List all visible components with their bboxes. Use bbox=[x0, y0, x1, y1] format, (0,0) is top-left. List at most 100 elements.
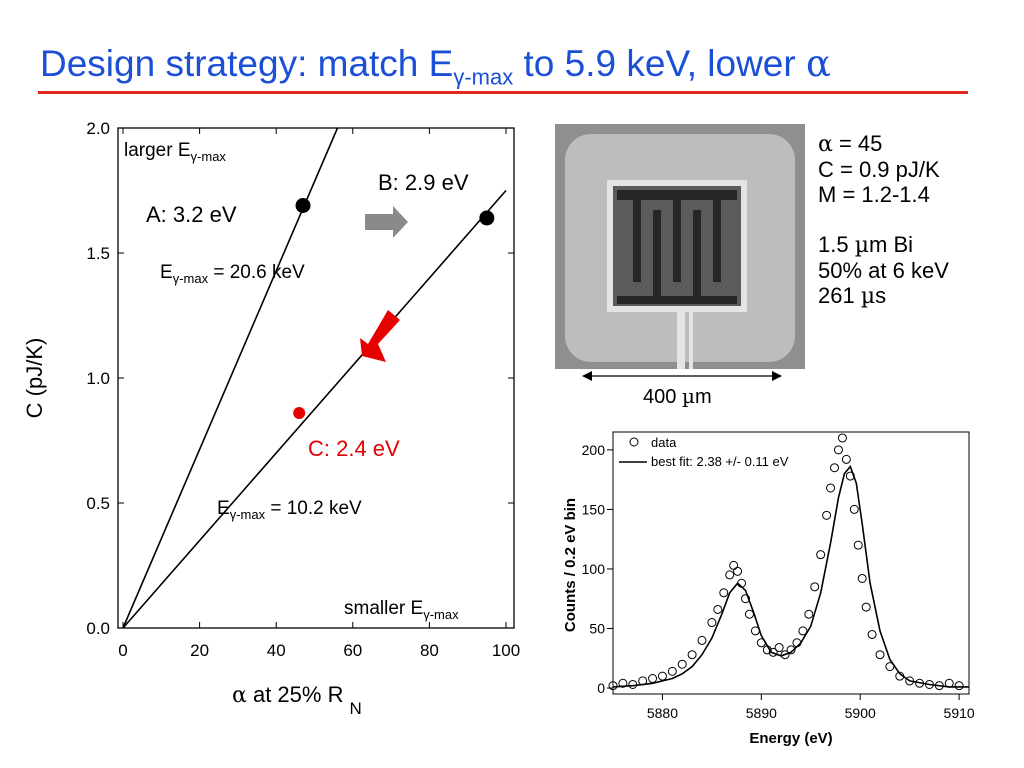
device-specs: α = 45 C = 0.9 pJ/K M = 1.2-1.4 1.5 µm B… bbox=[818, 131, 949, 309]
spectrum-x-tick-label: 5890 bbox=[746, 705, 777, 721]
spectrum-x-axis-label: Energy (eV) bbox=[749, 730, 832, 747]
device-micrograph bbox=[555, 124, 805, 369]
spectrum-data-point bbox=[857, 573, 867, 583]
design-point-b bbox=[479, 210, 495, 226]
spectrum-data-point bbox=[875, 650, 885, 660]
spectrum-data-point bbox=[944, 678, 954, 688]
spectrum-data-point bbox=[810, 582, 820, 592]
spectrum-data-point bbox=[719, 588, 729, 598]
spectrum-data-point bbox=[845, 471, 855, 481]
point-label-c: C: 2.4 eV bbox=[308, 436, 400, 461]
spectrum-data-point bbox=[867, 629, 877, 639]
spectrum-data-point bbox=[737, 578, 747, 588]
legend-fit-label: best fit: 2.38 +/- 0.11 eV bbox=[651, 454, 789, 469]
design-point-a bbox=[295, 198, 311, 213]
lead-left bbox=[677, 312, 685, 369]
spectrum-data-point bbox=[725, 570, 735, 580]
annotation-smaller-e: smaller Eγ-max bbox=[344, 598, 459, 622]
spectrum-x-tick-label: 5900 bbox=[845, 705, 876, 721]
spectrum-data-point bbox=[934, 681, 944, 691]
annotation-e-10-2: Eγ-max = 10.2 keV bbox=[217, 498, 362, 522]
title-underline bbox=[38, 91, 968, 94]
spec-m: M = 1.2-1.4 bbox=[818, 182, 930, 207]
spectrum-data-point bbox=[741, 594, 751, 604]
spectrum-data-point bbox=[861, 602, 871, 612]
main-x-tick-label: 40 bbox=[267, 641, 286, 660]
down-left-red-arrow-icon bbox=[360, 310, 400, 362]
meander-pattern bbox=[617, 190, 737, 304]
title-prefix: Design strategy: match E bbox=[40, 43, 454, 84]
capacitance-vs-alpha-chart: 0 20 40 60 80 100 0.0 0.5 1.0 1.5 2.0 larger Eγ-ma… bbox=[22, 119, 520, 718]
main-y-tick-label: 0.5 bbox=[86, 494, 110, 513]
spec-capacitance: C = 0.9 pJ/K bbox=[818, 157, 940, 182]
scale-bar bbox=[582, 371, 782, 381]
spectrum-data-point bbox=[915, 678, 925, 688]
spec-time: 261 µs bbox=[818, 283, 887, 309]
spectrum-data-point bbox=[798, 626, 808, 636]
energy-spectrum-chart: 5880 5890 5900 5910 0 50 100 150 200 data best f… bbox=[562, 431, 975, 747]
spectrum-data-point bbox=[762, 645, 772, 655]
spectrum-data-point bbox=[786, 645, 796, 655]
main-y-axis-label: C (pJ/K) bbox=[22, 338, 47, 419]
spectrum-data-point bbox=[885, 662, 895, 672]
spectrum-data-point bbox=[905, 676, 915, 686]
point-label-b: B: 2.9 eV bbox=[378, 170, 469, 195]
main-x-tick-label: 20 bbox=[190, 641, 209, 660]
design-line-2 bbox=[122, 189, 507, 629]
spectrum-y-tick-label: 100 bbox=[582, 561, 606, 577]
spectrum-data-point bbox=[713, 604, 723, 614]
spec-efficiency: 50% at 6 keV bbox=[818, 258, 949, 283]
spectrum-data-point bbox=[954, 681, 964, 691]
spectrum-data-point bbox=[804, 609, 814, 619]
spectrum-data-point bbox=[733, 566, 743, 576]
spectrum-data-point bbox=[841, 454, 851, 464]
spectrum-data-point bbox=[774, 643, 784, 653]
spectrum-y-tick-label: 50 bbox=[589, 621, 605, 637]
main-y-tick-label: 2.0 bbox=[86, 119, 110, 138]
spectrum-x-tick-label: 5910 bbox=[944, 705, 975, 721]
main-y-tick-label: 1.5 bbox=[86, 244, 110, 263]
spectrum-data-point bbox=[657, 671, 667, 681]
spectrum-data-point bbox=[729, 560, 739, 570]
spectrum-y-tick-label: 200 bbox=[582, 442, 606, 458]
spectrum-data-point bbox=[792, 638, 802, 648]
title-alpha-symbol: α bbox=[805, 42, 831, 85]
spectrum-data-point bbox=[837, 433, 847, 443]
spectrum-data-point bbox=[667, 666, 677, 676]
spectrum-data-point bbox=[816, 550, 826, 560]
main-y-tick-label: 0.0 bbox=[86, 619, 110, 638]
spectrum-data-point bbox=[756, 638, 766, 648]
spectrum-data-point bbox=[826, 483, 836, 493]
spectrum-y-tick-label: 150 bbox=[582, 501, 606, 517]
spectrum-data-point bbox=[849, 504, 859, 514]
main-x-tick-label: 100 bbox=[492, 641, 520, 660]
annotation-larger-e: larger Eγ-max bbox=[124, 140, 226, 164]
spectrum-data-point bbox=[608, 681, 618, 691]
spectrum-y-tick-label: 0 bbox=[597, 680, 605, 696]
design-point-c bbox=[293, 407, 306, 419]
shift-right-arrow-icon bbox=[365, 206, 408, 238]
main-x-tick-label: 80 bbox=[420, 641, 439, 660]
spectrum-data-point bbox=[697, 635, 707, 645]
title-suffix: to 5.9 keV, lower bbox=[513, 43, 806, 84]
spec-bismuth: 1.5 µm Bi bbox=[818, 232, 914, 258]
annotation-e-20-6: Eγ-max = 20.6 keV bbox=[160, 262, 305, 286]
spectrum-x-tick-label: 5880 bbox=[647, 705, 678, 721]
legend-data-label: data bbox=[651, 435, 677, 450]
spectrum-data-point bbox=[707, 618, 717, 628]
spec-spacer bbox=[818, 207, 949, 232]
main-y-tick-label: 1.0 bbox=[86, 369, 110, 388]
main-x-axis-label: α at 25% RN bbox=[232, 682, 362, 718]
spec-alpha: α = 45 bbox=[818, 131, 883, 157]
spectrum-data-point bbox=[833, 445, 843, 455]
spectrum-data-point bbox=[895, 671, 905, 681]
spectrum-data-point bbox=[768, 647, 778, 657]
spectrum-frame bbox=[612, 431, 970, 695]
spectrum-data-point bbox=[677, 659, 687, 669]
spectrum-data-point bbox=[648, 674, 658, 684]
spectrum-data-point bbox=[618, 678, 628, 688]
spectrum-data-point bbox=[822, 510, 832, 520]
spectrum-data-point bbox=[744, 609, 754, 619]
title-subscript: γ-max bbox=[453, 64, 514, 90]
best-fit-curve bbox=[612, 464, 969, 688]
